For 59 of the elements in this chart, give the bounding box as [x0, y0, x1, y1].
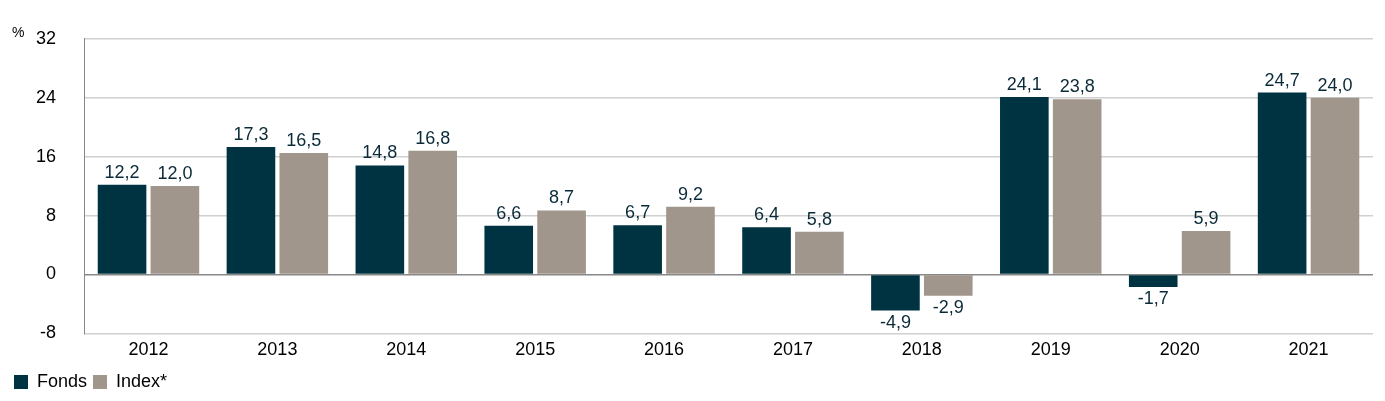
bar [1310, 97, 1360, 274]
bar [150, 186, 200, 274]
data-label: 16,8 [415, 127, 451, 148]
bar [1000, 96, 1049, 274]
y-tick-label: -8 [40, 322, 57, 343]
x-tick-label: 2019 [1030, 339, 1071, 360]
bar [1257, 92, 1307, 274]
data-label: 17,3 [233, 124, 269, 145]
data-label: 23,8 [1059, 76, 1095, 97]
bar [613, 225, 662, 274]
bar [408, 150, 457, 274]
data-label: 12,2 [104, 161, 140, 182]
bar [484, 225, 534, 274]
data-label: 16,5 [286, 129, 322, 150]
bar [923, 275, 973, 296]
bar [226, 147, 276, 274]
data-label: 14,8 [362, 142, 398, 163]
data-label: 6,6 [496, 202, 522, 223]
data-label: 6,7 [625, 202, 651, 223]
x-tick-label: 2013 [257, 339, 298, 360]
x-tick-label: 2018 [901, 339, 942, 360]
x-tick-label: 2012 [128, 339, 169, 360]
data-label: -2,9 [932, 296, 964, 317]
data-label: 6,4 [754, 204, 780, 225]
x-tick-label: 2016 [644, 339, 685, 360]
y-tick-label: 0 [46, 263, 57, 284]
bar [537, 210, 586, 274]
legend-label: Index* [116, 370, 168, 391]
y-tick-label: 16 [35, 145, 57, 166]
data-label: 8,7 [549, 187, 575, 208]
data-label: -1,7 [1137, 287, 1169, 308]
y-axis-title: % [12, 23, 25, 40]
x-tick-label: 2015 [515, 339, 556, 360]
bar [355, 165, 405, 274]
data-label: 12,0 [157, 163, 193, 184]
data-label: 24,1 [1006, 73, 1042, 94]
x-tick-label: 2021 [1288, 339, 1329, 360]
data-label: 5,8 [806, 208, 832, 229]
bar [742, 227, 791, 274]
x-tick-label: 2014 [386, 339, 427, 360]
bar [1181, 231, 1231, 274]
bar [1052, 99, 1102, 274]
bar [666, 206, 715, 274]
bar [795, 231, 844, 274]
data-label: 24,0 [1317, 74, 1353, 95]
data-label: 9,2 [677, 183, 703, 204]
bar [97, 184, 147, 274]
data-label: -4,9 [879, 311, 911, 332]
y-tick-label: 24 [35, 86, 57, 107]
bar [871, 275, 920, 311]
bar [279, 152, 329, 274]
x-tick-label: 2020 [1159, 339, 1200, 360]
data-label: 5,9 [1193, 208, 1219, 228]
data-label: 24,7 [1264, 69, 1300, 90]
x-tick-label: 2017 [772, 339, 813, 360]
bar [1128, 275, 1178, 287]
legend-label: Fonds [37, 370, 88, 391]
y-tick-label: 8 [46, 204, 57, 225]
y-tick-label: 32 [35, 27, 57, 48]
